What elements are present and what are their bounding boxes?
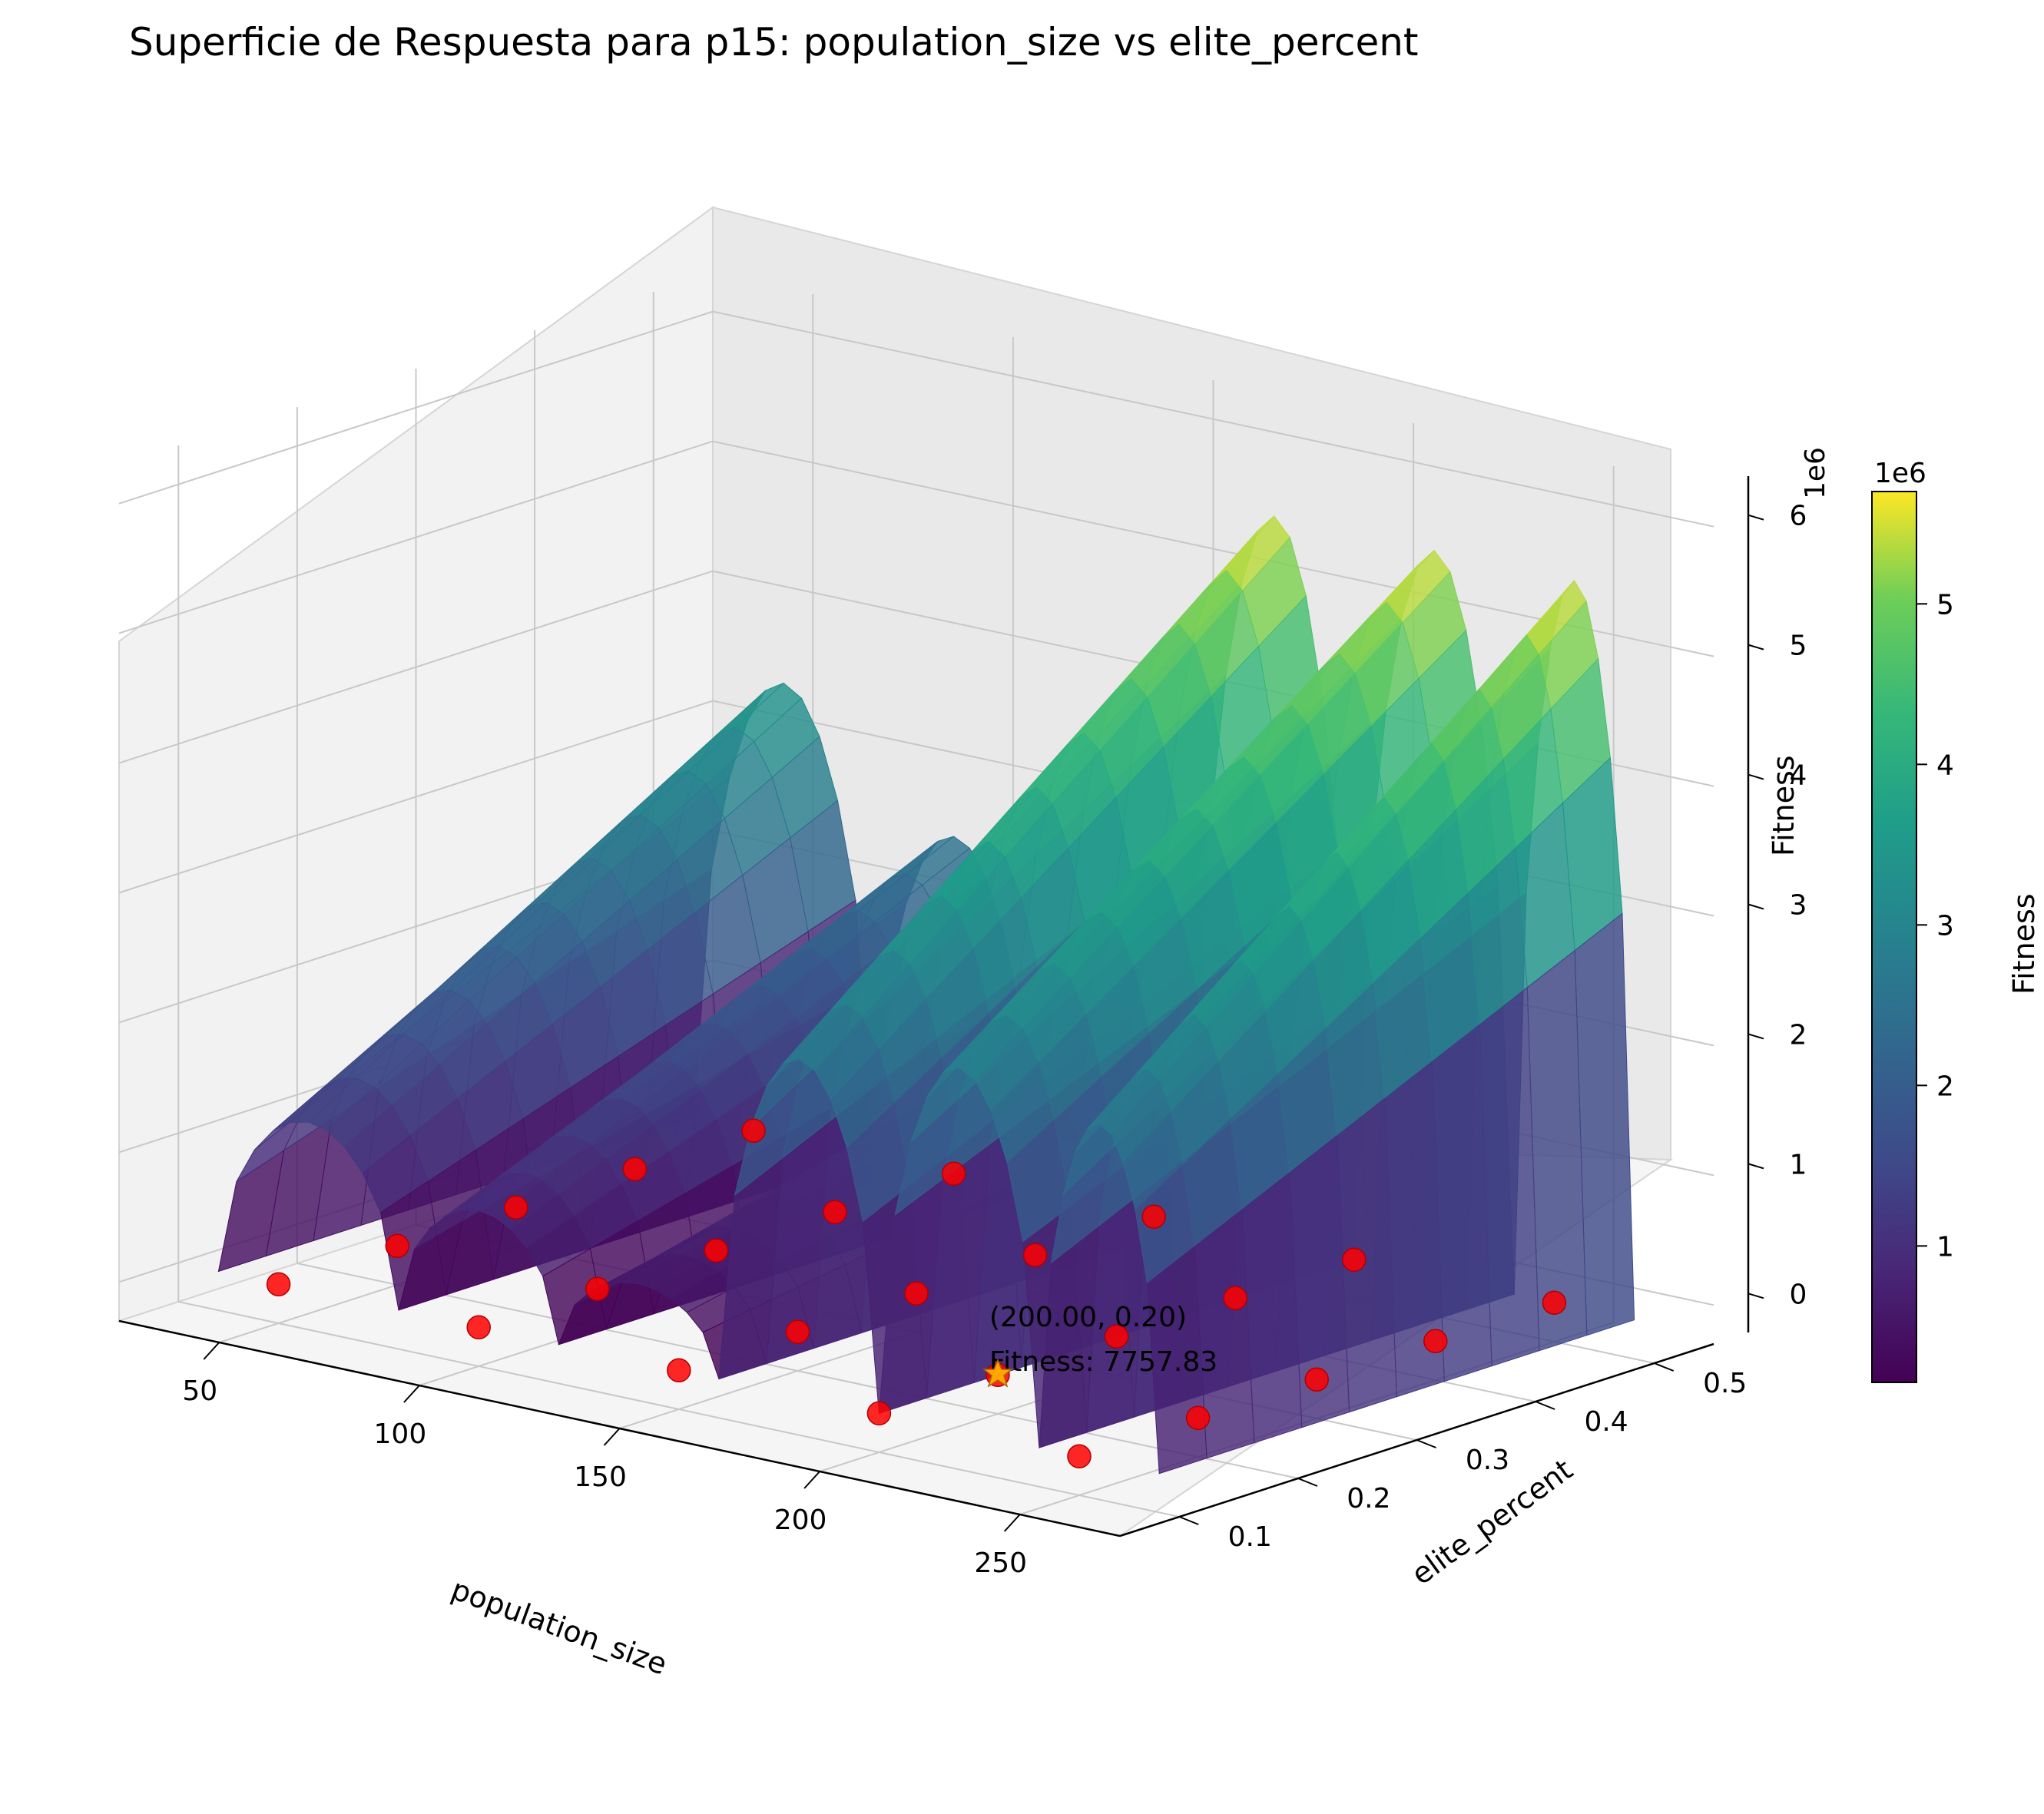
z-tick-label-1: 1 bbox=[1790, 1149, 1807, 1180]
x-tick-mark-1 bbox=[403, 1385, 420, 1403]
sample-point-12 bbox=[904, 1281, 929, 1306]
x-tick-mark-0 bbox=[203, 1342, 220, 1360]
y-tick-label-2: 0.3 bbox=[1466, 1445, 1509, 1476]
z-tick-mark-3 bbox=[1748, 903, 1764, 910]
z-tick-mark-6 bbox=[1748, 514, 1764, 521]
colorbar: 1 2 3 4 5 1e6 Fitness bbox=[1871, 458, 2041, 1383]
z-tick-label-2: 2 bbox=[1790, 1019, 1807, 1051]
y-tick-mark-3 bbox=[1535, 1401, 1555, 1410]
z-tick-mark-1 bbox=[1748, 1163, 1764, 1170]
z-tick-mark-0 bbox=[1748, 1293, 1764, 1299]
best-point-marker bbox=[982, 1359, 1014, 1388]
y-gridline-1 bbox=[296, 407, 1299, 1479]
sample-point-3 bbox=[866, 1401, 892, 1426]
z-tick-label-5: 5 bbox=[1790, 631, 1807, 662]
sample-point-23 bbox=[1342, 1247, 1367, 1273]
colorbar-tick-label-1: 2 bbox=[1936, 1071, 1954, 1102]
sample-point-10 bbox=[504, 1195, 528, 1220]
sample-point-11 bbox=[704, 1238, 729, 1263]
x-tick-mark-4 bbox=[1003, 1514, 1021, 1532]
best-point-coords: (200.00, 0.20) bbox=[989, 1302, 1187, 1333]
sample-point-1 bbox=[466, 1315, 491, 1340]
sample-point-21 bbox=[941, 1161, 966, 1187]
axis-ticks: 50 100 150 200 250 0.1 0.2 0.3 0.4 0.5 0 1 2 3 4 5 6 bbox=[182, 501, 1807, 1579]
sample-point-24 bbox=[1542, 1290, 1567, 1316]
x-tick-label-2: 150 bbox=[574, 1461, 627, 1493]
sample-point-0 bbox=[266, 1272, 291, 1297]
sample-point-16 bbox=[823, 1200, 847, 1225]
z-tick-mark-4 bbox=[1748, 773, 1764, 780]
z-tick-label-3: 3 bbox=[1790, 890, 1807, 922]
sample-point-6 bbox=[585, 1276, 610, 1302]
z-gridline-5 bbox=[118, 440, 1714, 657]
colorbar-tick-label-3: 4 bbox=[1936, 750, 1954, 781]
y-tick-mark-4 bbox=[1654, 1362, 1675, 1372]
sample-point-14 bbox=[1304, 1367, 1329, 1392]
y-tick-label-0: 0.1 bbox=[1228, 1521, 1272, 1553]
sample-point-7 bbox=[785, 1319, 810, 1345]
x-tick-label-3: 200 bbox=[774, 1504, 827, 1536]
sample-point-2 bbox=[667, 1358, 691, 1383]
x-tick-label-0: 50 bbox=[182, 1375, 217, 1407]
z-tick-mark-2 bbox=[1748, 1033, 1764, 1040]
sample-point-5 bbox=[385, 1233, 409, 1259]
z-offset-label: 1e6 bbox=[1800, 447, 1831, 499]
y-tick-label-4: 0.5 bbox=[1703, 1368, 1747, 1399]
x-tick-mark-2 bbox=[603, 1428, 621, 1446]
sample-point-13 bbox=[1104, 1324, 1129, 1349]
sample-point-22 bbox=[1141, 1204, 1166, 1230]
sample-point-20 bbox=[741, 1118, 766, 1144]
sample-point-15 bbox=[622, 1157, 648, 1182]
y-tick-mark-1 bbox=[1297, 1478, 1318, 1487]
y-gridline-0 bbox=[177, 445, 1180, 1518]
sample-point-18 bbox=[1223, 1286, 1247, 1311]
z-tick-label-4: 4 bbox=[1790, 760, 1807, 792]
z-gridline-6 bbox=[118, 310, 1714, 528]
z-axis-label: Fitness bbox=[1767, 755, 1801, 856]
x-tick-mark-3 bbox=[803, 1471, 820, 1489]
response-surface bbox=[217, 515, 1635, 1475]
chart-title: Superficie de Respuesta para p15: popula… bbox=[129, 20, 1419, 65]
sample-point-17 bbox=[1022, 1243, 1048, 1268]
sample-point-9 bbox=[1185, 1405, 1211, 1431]
colorbar-tick-label-4: 5 bbox=[1936, 589, 1954, 621]
colorbar-gradient bbox=[1871, 491, 1917, 1383]
y-tick-mark-0 bbox=[1178, 1516, 1199, 1525]
z-tick-label-0: 0 bbox=[1790, 1279, 1807, 1310]
best-point-annotation: (200.00, 0.20) Fitness: 7757.83 bbox=[982, 1302, 1217, 1388]
x-tick-label-4: 250 bbox=[974, 1548, 1027, 1579]
x-axis-label: population_size bbox=[447, 1572, 671, 1681]
y-tick-label-1: 0.2 bbox=[1347, 1483, 1390, 1514]
y-tick-label-3: 0.4 bbox=[1584, 1406, 1628, 1438]
colorbar-tick-label-0: 1 bbox=[1936, 1231, 1954, 1263]
x-tick-label-1: 100 bbox=[374, 1418, 427, 1450]
z-tick-label-6: 6 bbox=[1790, 501, 1807, 532]
z-tick-mark-5 bbox=[1748, 644, 1764, 650]
colorbar-ticks: 1 2 3 4 5 bbox=[1916, 589, 1954, 1263]
best-point-fitness: Fitness: 7757.83 bbox=[989, 1346, 1217, 1378]
sample-point-4 bbox=[1067, 1444, 1092, 1469]
colorbar-tick-label-2: 3 bbox=[1936, 910, 1954, 942]
y-tick-mark-2 bbox=[1416, 1439, 1436, 1448]
colorbar-label: Fitness bbox=[2007, 893, 2041, 995]
sample-point-19 bbox=[1423, 1329, 1448, 1354]
colorbar-offset-label: 1e6 bbox=[1874, 458, 1926, 489]
